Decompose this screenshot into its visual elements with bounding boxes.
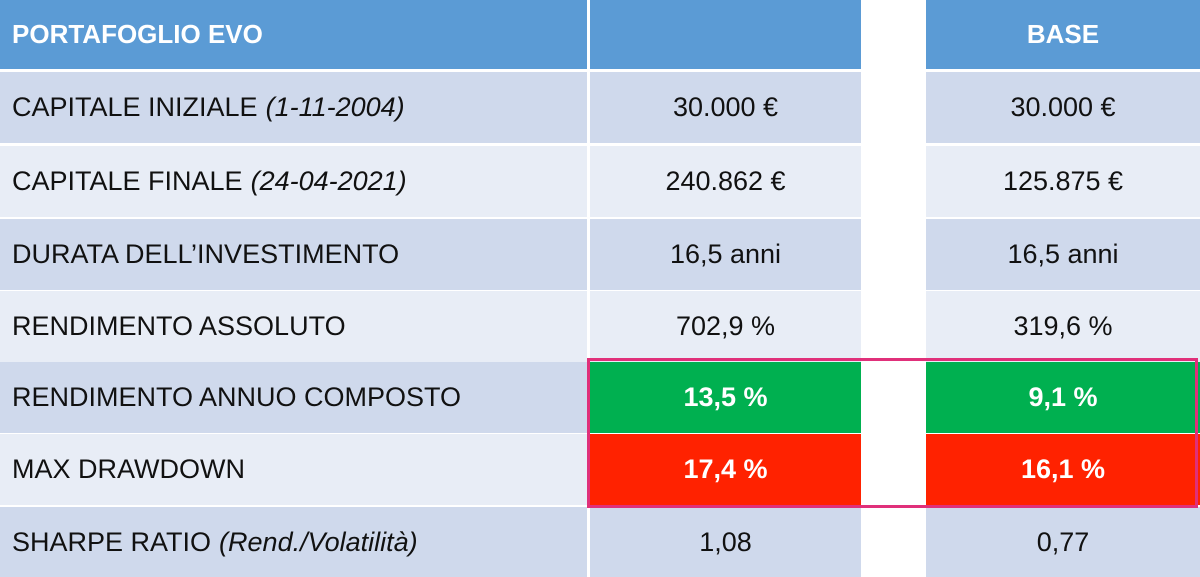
base-value: 319,6 %: [926, 291, 1200, 362]
row-label: SHARPE RATIO (Rend./Volatilità): [0, 507, 587, 577]
header-title: PORTAFOGLIO EVO: [0, 0, 587, 69]
evo-value: 702,9 %: [590, 291, 861, 362]
label-note: (24-04-2021): [250, 166, 407, 196]
row-label: CAPITALE INIZIALE (1-11-2004): [0, 72, 587, 143]
label-note: (1-11-2004): [265, 92, 405, 122]
row-label: RENDIMENTO ANNUO COMPOSTO: [0, 362, 587, 433]
base-value: 9,1 %: [926, 362, 1200, 433]
base-value: 16,5 anni: [926, 219, 1200, 290]
row-label: DURATA DELL’INVESTIMENTO: [0, 219, 587, 290]
label-text: DURATA DELL’INVESTIMENTO: [12, 239, 400, 269]
row-label: MAX DRAWDOWN: [0, 434, 587, 505]
row-label: RENDIMENTO ASSOLUTO: [0, 291, 587, 362]
evo-value: 13,5 %: [590, 362, 861, 433]
label-text: RENDIMENTO ASSOLUTO: [12, 311, 346, 341]
evo-value: 30.000 €: [590, 72, 861, 143]
label-text: CAPITALE FINALE: [12, 166, 243, 196]
row-label: CAPITALE FINALE (24-04-2021): [0, 146, 587, 217]
header-cell: [590, 0, 861, 69]
label-text: SHARPE RATIO: [12, 526, 212, 557]
header-base: BASE: [926, 0, 1200, 69]
base-value: 16,1 %: [926, 434, 1200, 505]
highlight-box: [587, 358, 1198, 508]
evo-value: 1,08: [590, 507, 861, 577]
label-note: (Rend./Volatilità): [219, 526, 418, 557]
label-text: RENDIMENTO ANNUO COMPOSTO: [12, 382, 462, 412]
label-text: MAX DRAWDOWN: [12, 454, 245, 484]
evo-value: 240.862 €: [590, 146, 861, 217]
base-value: 125.875 €: [926, 146, 1200, 217]
base-value: 0,77: [926, 507, 1200, 577]
label-text: CAPITALE INIZIALE: [12, 92, 258, 122]
evo-value: 17,4 %: [590, 434, 861, 505]
evo-value: 16,5 anni: [590, 219, 861, 290]
base-value: 30.000 €: [926, 72, 1200, 143]
